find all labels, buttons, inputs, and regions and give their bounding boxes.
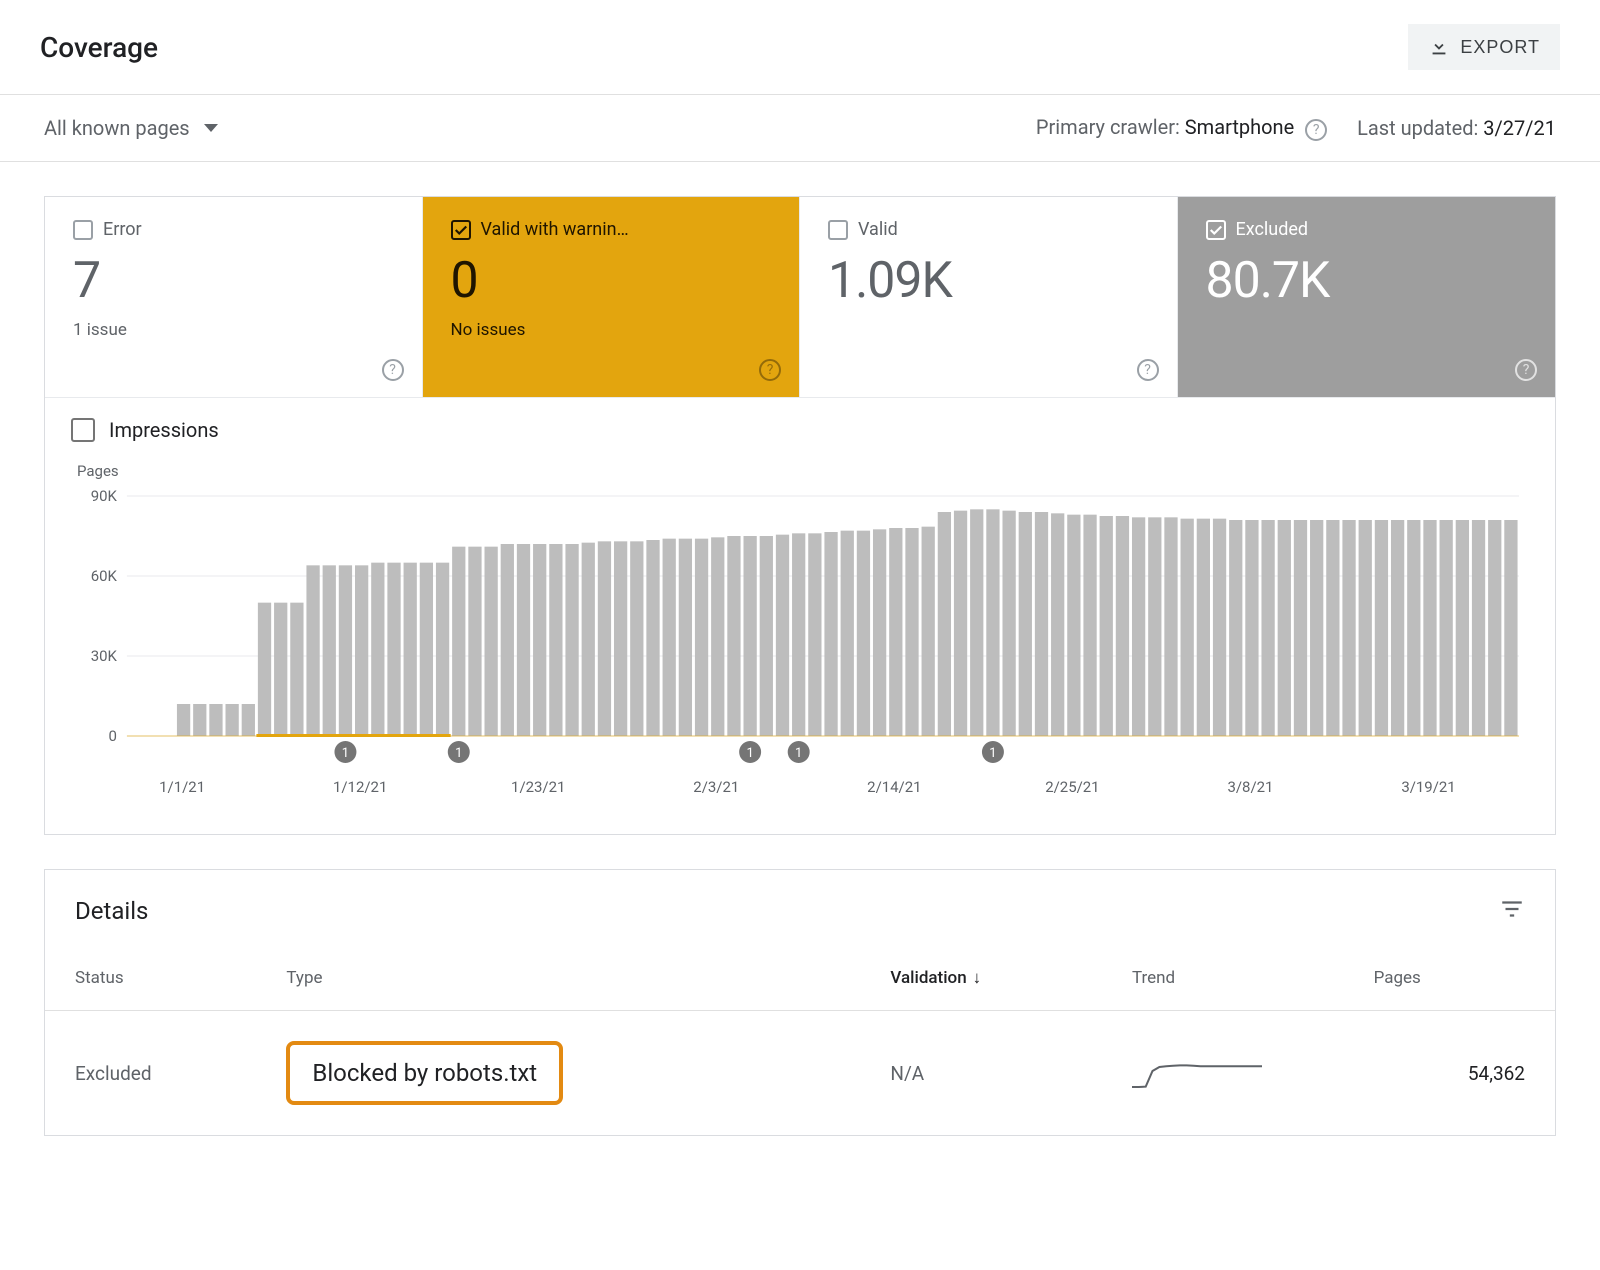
page-title: Coverage bbox=[40, 31, 158, 64]
primary-crawler: Primary crawler: Smartphone ? bbox=[1036, 115, 1327, 141]
stat-checkbox-valid[interactable] bbox=[828, 220, 848, 240]
col-validation[interactable]: Validation↓ bbox=[860, 946, 1102, 1011]
cell-pages: 54,362 bbox=[1344, 1011, 1555, 1136]
stat-checkbox-error[interactable] bbox=[73, 220, 93, 240]
stat-checkbox-excluded[interactable] bbox=[1206, 220, 1226, 240]
filter-icon[interactable] bbox=[1499, 896, 1525, 926]
svg-text:1: 1 bbox=[342, 746, 349, 761]
last-updated: Last updated: 3/27/21 bbox=[1357, 116, 1556, 140]
export-button[interactable]: EXPORT bbox=[1408, 24, 1560, 70]
svg-text:1: 1 bbox=[795, 746, 802, 761]
svg-text:90K: 90K bbox=[91, 487, 118, 505]
impressions-label: Impressions bbox=[109, 418, 219, 442]
download-icon bbox=[1428, 36, 1450, 58]
svg-text:1: 1 bbox=[455, 746, 462, 761]
svg-text:0: 0 bbox=[109, 727, 117, 745]
help-icon[interactable]: ? bbox=[382, 359, 404, 381]
svg-text:1/23/21: 1/23/21 bbox=[511, 778, 565, 796]
help-icon[interactable]: ? bbox=[1137, 359, 1159, 381]
stat-card-error[interactable]: Error 7 1 issue? bbox=[45, 197, 423, 397]
stat-label-warning: Valid with warnin… bbox=[481, 219, 629, 240]
impressions-checkbox[interactable] bbox=[71, 418, 95, 442]
col-pages[interactable]: Pages bbox=[1344, 946, 1555, 1011]
stat-value-error: 7 bbox=[73, 252, 394, 310]
cell-trend bbox=[1102, 1011, 1344, 1136]
type-highlight: Blocked by robots.txt bbox=[286, 1041, 563, 1105]
stat-label-valid: Valid bbox=[858, 219, 898, 240]
svg-text:2/14/21: 2/14/21 bbox=[867, 778, 921, 796]
col-trend[interactable]: Trend bbox=[1102, 946, 1344, 1011]
details-row[interactable]: Excluded Blocked by robots.txt N/A 54,362 bbox=[45, 1011, 1555, 1136]
stat-value-warning: 0 bbox=[451, 252, 772, 310]
stat-card-valid[interactable]: Valid 1.09K? bbox=[800, 197, 1178, 397]
svg-text:1: 1 bbox=[989, 746, 996, 761]
chevron-down-icon bbox=[204, 124, 218, 132]
svg-text:2/25/21: 2/25/21 bbox=[1045, 778, 1099, 796]
col-status[interactable]: Status bbox=[45, 946, 256, 1011]
details-heading: Details bbox=[75, 897, 148, 925]
svg-text:3/19/21: 3/19/21 bbox=[1401, 778, 1455, 796]
stat-card-warning[interactable]: Valid with warnin… 0 No issues? bbox=[423, 197, 801, 397]
export-label: EXPORT bbox=[1460, 37, 1540, 58]
stat-label-excluded: Excluded bbox=[1236, 219, 1309, 240]
help-icon[interactable]: ? bbox=[759, 359, 781, 381]
chart-y-axis-label: Pages bbox=[71, 462, 1529, 480]
page-filter-dropdown[interactable]: All known pages bbox=[44, 116, 218, 140]
svg-text:2/3/21: 2/3/21 bbox=[693, 778, 739, 796]
stat-value-excluded: 80.7K bbox=[1206, 252, 1528, 310]
svg-text:1/12/21: 1/12/21 bbox=[333, 778, 387, 796]
stat-sub-error: 1 issue bbox=[73, 320, 394, 340]
stat-sub-warning: No issues bbox=[451, 320, 772, 340]
stat-value-valid: 1.09K bbox=[828, 252, 1149, 310]
stat-label-error: Error bbox=[103, 219, 142, 240]
svg-text:60K: 60K bbox=[91, 567, 118, 585]
coverage-chart: 0 30K 60K 90K 1 1 1 1 1 1/1/21 1/12/21 1/23/21 2/3/2… bbox=[71, 486, 1529, 806]
svg-text:3/8/21: 3/8/21 bbox=[1227, 778, 1273, 796]
svg-text:1/1/21: 1/1/21 bbox=[159, 778, 205, 796]
svg-text:30K: 30K bbox=[91, 647, 118, 665]
page-filter-value: All known pages bbox=[44, 116, 190, 140]
col-type[interactable]: Type bbox=[256, 946, 860, 1011]
svg-text:1: 1 bbox=[746, 746, 753, 761]
cell-status: Excluded bbox=[45, 1011, 256, 1136]
cell-validation: N/A bbox=[860, 1011, 1102, 1136]
cell-type: Blocked by robots.txt bbox=[256, 1011, 860, 1136]
help-icon[interactable]: ? bbox=[1515, 359, 1537, 381]
stat-checkbox-warning[interactable] bbox=[451, 220, 471, 240]
stat-card-excluded[interactable]: Excluded 80.7K? bbox=[1178, 197, 1556, 397]
sort-down-icon: ↓ bbox=[973, 968, 982, 988]
help-icon[interactable]: ? bbox=[1305, 119, 1327, 141]
